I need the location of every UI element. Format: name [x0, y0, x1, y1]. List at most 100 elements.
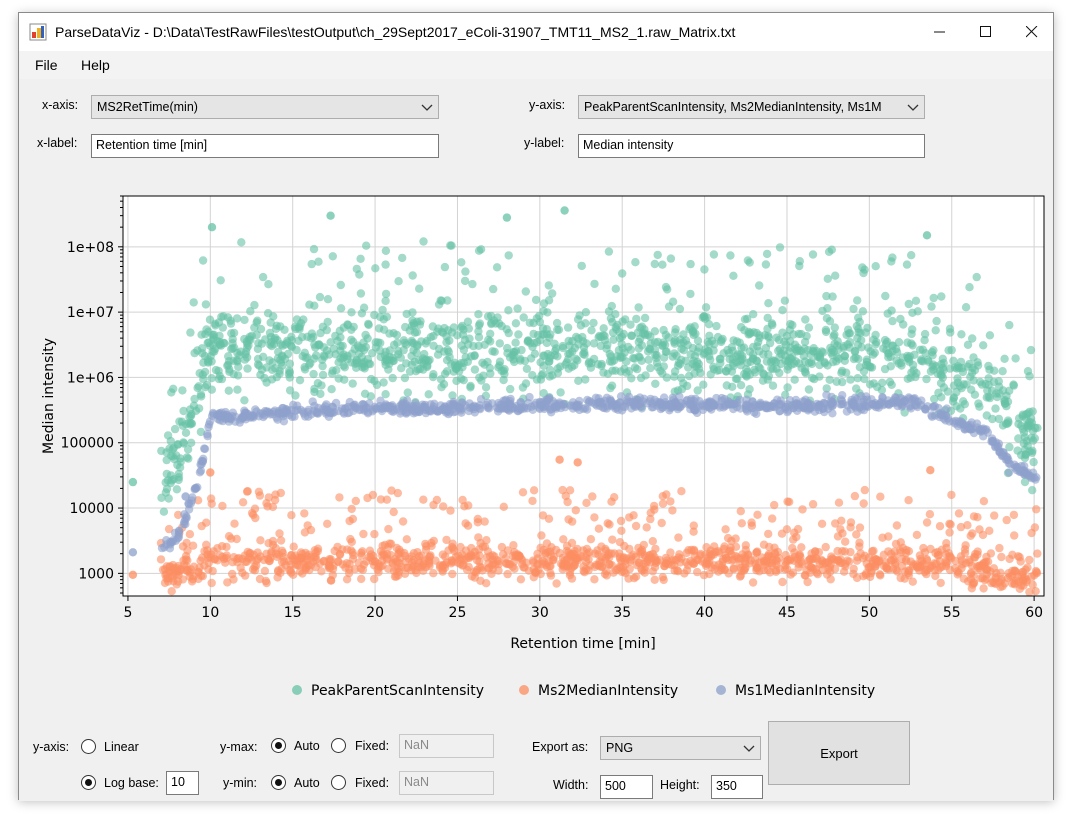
data-point: [646, 514, 655, 524]
ymax-auto-radio[interactable]: [271, 738, 286, 753]
data-point: [755, 281, 764, 290]
yaxis-combo[interactable]: PeakParentScanIntensity, Ms2MedianIntens…: [578, 95, 925, 119]
data-point: [837, 396, 847, 406]
xlabel-field[interactable]: Retention time [min]: [91, 134, 439, 158]
data-point: [505, 399, 515, 408]
ymin-fixed-field[interactable]: NaN: [399, 771, 494, 795]
width-field[interactable]: 500: [600, 775, 653, 799]
data-point: [179, 406, 188, 416]
data-point: [615, 562, 624, 572]
data-point: [457, 258, 466, 267]
data-point: [429, 370, 438, 379]
data-point: [809, 344, 818, 353]
data-point: [354, 558, 363, 567]
data-point: [957, 330, 966, 339]
menu-help[interactable]: Help: [81, 57, 110, 73]
data-point: [486, 329, 495, 338]
ymin-auto-radio[interactable]: [271, 775, 286, 790]
data-point: [860, 374, 869, 384]
ylabel-field[interactable]: Median intensity: [578, 134, 925, 158]
ymax-fixed-field[interactable]: NaN: [399, 734, 494, 758]
data-point: [626, 320, 635, 329]
xaxis-combo[interactable]: MS2RetTime(min): [91, 95, 439, 119]
export-button[interactable]: Export: [768, 721, 910, 785]
data-point: [440, 323, 449, 333]
data-point: [979, 584, 988, 593]
data-point: [172, 485, 182, 494]
height-label: Height:: [660, 778, 700, 792]
data-point: [922, 374, 931, 384]
data-point: [200, 444, 209, 453]
data-point: [1031, 587, 1040, 596]
data-point: [519, 313, 528, 322]
data-point: [452, 362, 462, 372]
data-point: [371, 264, 380, 273]
data-point: [382, 495, 392, 504]
linear-radio[interactable]: [81, 739, 96, 754]
height-field[interactable]: 350: [711, 775, 763, 799]
data-point: [644, 355, 653, 364]
data-point: [548, 289, 557, 298]
data-point: [389, 566, 399, 576]
data-point: [609, 335, 618, 344]
log-base-field[interactable]: 10: [166, 771, 199, 795]
data-point: [995, 543, 1004, 553]
close-button[interactable]: [1009, 13, 1055, 51]
data-point: [269, 312, 278, 321]
data-point: [414, 555, 423, 565]
minimize-button[interactable]: [917, 13, 963, 51]
data-point: [174, 475, 183, 485]
data-point: [571, 506, 580, 515]
data-point: [677, 344, 686, 353]
ymin-fixed-radio[interactable]: [331, 775, 346, 790]
legend: PeakParentScanIntensity Ms2MedianIntensit…: [292, 683, 875, 699]
data-point: [355, 349, 364, 358]
log-radio[interactable]: [81, 775, 96, 790]
menu-file[interactable]: File: [35, 57, 58, 73]
data-point: [381, 260, 390, 269]
data-point: [977, 425, 986, 434]
data-point: [1025, 372, 1034, 381]
data-point: [709, 250, 719, 259]
data-point: [631, 258, 640, 267]
data-point: [421, 339, 430, 348]
xlabel-label: x-label:: [37, 136, 78, 150]
data-point: [833, 556, 842, 565]
data-point: [853, 407, 862, 416]
data-point: [904, 355, 914, 364]
data-point: [830, 330, 839, 339]
data-point: [464, 501, 473, 510]
data-point: [292, 345, 301, 355]
data-point: [552, 344, 561, 353]
data-point: [347, 325, 356, 334]
client-area: x-axis: MS2RetTime(min) y-axis: PeakPare…: [19, 79, 1053, 801]
data-point: [338, 545, 347, 554]
data-point: [685, 325, 694, 334]
data-point: [662, 347, 671, 356]
data-point: [535, 317, 545, 327]
data-point: [923, 402, 932, 411]
export-format-combo[interactable]: PNG: [600, 736, 761, 760]
data-point: [666, 401, 675, 410]
data-point: [822, 390, 831, 399]
data-point: [953, 378, 963, 387]
ymax-fixed-radio[interactable]: [331, 738, 346, 753]
data-point: [187, 419, 196, 428]
data-point: [442, 338, 451, 347]
data-point: [743, 256, 753, 265]
data-point: [539, 351, 548, 360]
data-point: [670, 337, 679, 346]
data-point: [586, 363, 596, 372]
data-point: [253, 354, 263, 364]
data-point: [193, 383, 202, 393]
data-point: [903, 338, 912, 347]
data-point: [709, 362, 718, 371]
data-point: [622, 399, 631, 408]
maximize-button[interactable]: [963, 13, 1009, 51]
data-point: [214, 366, 223, 376]
data-point: [1015, 584, 1024, 593]
data-point: [197, 571, 206, 580]
data-point: [590, 513, 599, 522]
data-point: [920, 329, 930, 339]
maximize-icon: [980, 26, 991, 37]
